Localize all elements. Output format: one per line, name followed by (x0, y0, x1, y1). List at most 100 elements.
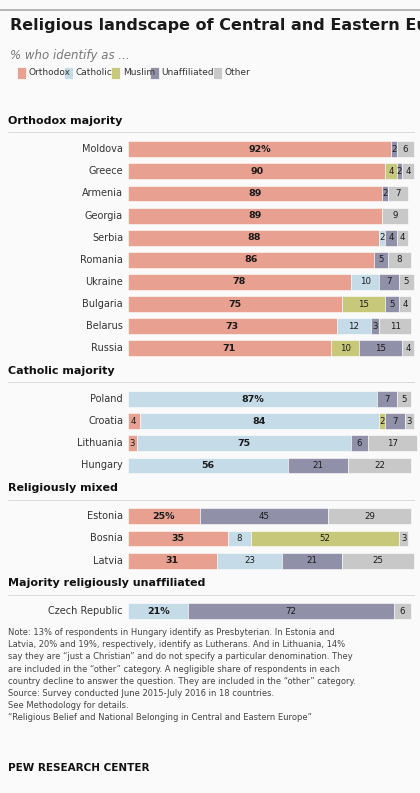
Text: Romania: Romania (80, 255, 123, 265)
Bar (382, 186, 388, 201)
Bar (385, 163, 396, 179)
Text: 89: 89 (249, 211, 262, 220)
Text: 75: 75 (228, 300, 242, 308)
Text: 7: 7 (387, 278, 392, 286)
Text: Greece: Greece (89, 167, 123, 176)
Bar (328, 508, 411, 524)
Text: Other: Other (225, 68, 250, 78)
Bar (385, 230, 396, 246)
Text: Ukraine: Ukraine (85, 277, 123, 287)
Bar (377, 391, 396, 407)
Bar (394, 603, 411, 619)
Text: 4: 4 (405, 167, 411, 176)
Bar (128, 603, 188, 619)
Text: Poland: Poland (90, 394, 123, 404)
Text: 92%: 92% (248, 145, 271, 154)
Bar (342, 296, 385, 312)
Bar (128, 208, 382, 224)
Bar (128, 435, 136, 451)
Text: 21%: 21% (147, 607, 169, 616)
Text: 6: 6 (399, 607, 405, 616)
Text: 84: 84 (253, 417, 266, 426)
Text: 52: 52 (320, 534, 331, 543)
Text: Majority religiously unaffiliated: Majority religiously unaffiliated (8, 578, 205, 588)
Text: 5: 5 (389, 300, 395, 308)
Text: 7: 7 (395, 189, 401, 198)
Text: 6: 6 (357, 439, 362, 448)
Bar (282, 553, 342, 569)
Text: 2: 2 (391, 145, 396, 154)
Text: Belarus: Belarus (86, 321, 123, 331)
Text: 4: 4 (388, 233, 394, 242)
Text: 15: 15 (375, 344, 386, 353)
Bar (128, 553, 217, 569)
Text: Catholic: Catholic (76, 68, 113, 78)
Text: Note: 13% of respondents in Hungary identify as Presbyterian. In Estonia and
Lat: Note: 13% of respondents in Hungary iden… (8, 628, 355, 722)
Text: 73: 73 (226, 322, 239, 331)
Bar (399, 531, 408, 546)
Text: 75: 75 (237, 439, 250, 448)
Bar (128, 340, 331, 356)
Bar (111, 67, 120, 79)
Text: Bosnia: Bosnia (90, 534, 123, 543)
Text: Czech Republic: Czech Republic (48, 607, 123, 616)
Text: Russia: Russia (91, 343, 123, 353)
Text: 25: 25 (373, 556, 383, 565)
Bar (385, 413, 405, 429)
Text: 25%: 25% (152, 511, 175, 521)
Text: 56: 56 (202, 461, 215, 470)
Text: 86: 86 (244, 255, 257, 264)
Text: PEW RESEARCH CENTER: PEW RESEARCH CENTER (8, 763, 149, 773)
Text: 4: 4 (388, 167, 394, 176)
Text: Serbia: Serbia (92, 232, 123, 243)
Text: Bulgaria: Bulgaria (82, 299, 123, 309)
Bar (200, 508, 328, 524)
Text: 7: 7 (392, 417, 398, 426)
Text: 8: 8 (237, 534, 242, 543)
Text: 9: 9 (392, 211, 398, 220)
Text: Armenia: Armenia (82, 189, 123, 198)
Text: Religiously mixed: Religiously mixed (8, 483, 118, 493)
Bar (128, 230, 379, 246)
Bar (379, 413, 385, 429)
Bar (17, 67, 26, 79)
Bar (388, 186, 408, 201)
Bar (388, 252, 411, 268)
Text: Religious landscape of Central and Eastern Europe: Religious landscape of Central and Easte… (10, 18, 420, 33)
Text: 21: 21 (307, 556, 318, 565)
Text: 10: 10 (360, 278, 370, 286)
Text: 2: 2 (380, 417, 385, 426)
Bar (368, 435, 417, 451)
Bar (128, 274, 351, 290)
Bar (379, 230, 385, 246)
Bar (396, 163, 402, 179)
Text: 72: 72 (286, 607, 297, 616)
Text: 88: 88 (247, 233, 260, 242)
Text: Hungary: Hungary (81, 461, 123, 470)
Text: 29: 29 (364, 511, 375, 521)
Text: 15: 15 (358, 300, 369, 308)
Text: 2: 2 (380, 233, 385, 242)
Text: 45: 45 (258, 511, 269, 521)
Text: 71: 71 (223, 344, 236, 353)
Bar (139, 413, 379, 429)
Bar (128, 318, 336, 334)
Bar (64, 67, 73, 79)
Text: Latvia: Latvia (93, 556, 123, 565)
Bar (399, 274, 414, 290)
Text: 31: 31 (166, 556, 179, 565)
Bar (150, 67, 159, 79)
Text: 3: 3 (401, 534, 407, 543)
Bar (402, 340, 414, 356)
Text: 12: 12 (348, 322, 359, 331)
Bar (217, 553, 282, 569)
Bar (405, 413, 414, 429)
Bar (188, 603, 394, 619)
Text: 90: 90 (250, 167, 263, 176)
Bar (251, 531, 399, 546)
Text: 11: 11 (390, 322, 401, 331)
Text: % who identify as ...: % who identify as ... (10, 49, 130, 62)
Text: 3: 3 (407, 417, 412, 426)
Text: Estonia: Estonia (87, 511, 123, 521)
Text: 22: 22 (374, 461, 385, 470)
